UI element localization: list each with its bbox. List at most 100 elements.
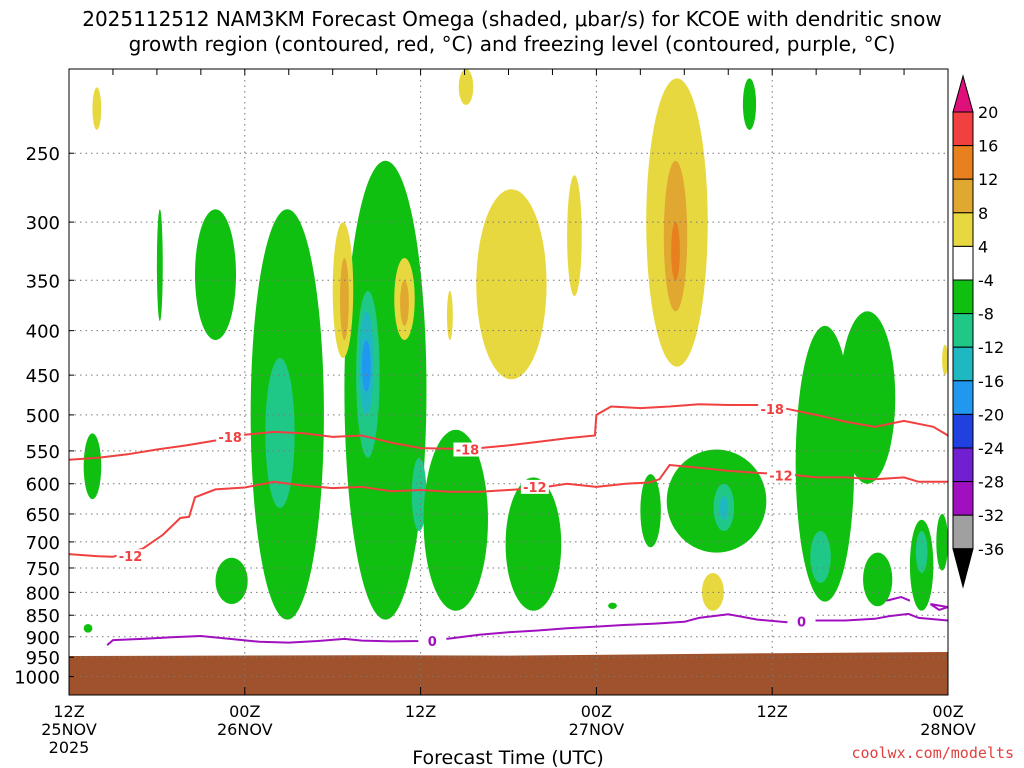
colorbar-level-label: 20 (978, 103, 998, 122)
dgz-minus18-contour-label: -18 (456, 444, 480, 459)
y-tick-label: 850 (26, 606, 60, 627)
dgz-minus12-contour-label: -12 (523, 481, 547, 496)
colorbar-level-label: -36 (978, 540, 1004, 559)
freezing-level-contour-loop-1 (929, 603, 949, 611)
omega-subsidence-upper-left-1 (340, 258, 349, 340)
colorbar-bin (952, 413, 974, 449)
dgz-minus12-contour-label-bg (766, 468, 795, 483)
omega-subsidence-upper-4 (567, 175, 582, 297)
dgz-minus18-contour-label-bg (216, 429, 245, 444)
colorbar-level-label: 4 (978, 237, 988, 256)
y-tick-label: 900 (26, 628, 60, 649)
x-tick-label: 2025 (49, 738, 90, 757)
plot-frame (68, 68, 949, 696)
y-tick-label: 700 (26, 533, 60, 554)
freezing-level-contour-label: 0 (797, 615, 806, 630)
y-tick-label: 800 (26, 583, 60, 604)
x-tick-label: 12Z (53, 702, 84, 721)
colorbar-bin (952, 346, 974, 382)
omega-subsidence-upper-3 (476, 189, 547, 380)
omega-ascent-upper-1 (194, 209, 237, 340)
x-tick-label: 12Z (405, 702, 436, 721)
colorbar-bin (952, 447, 974, 483)
omega-ascent-early-small (83, 433, 102, 500)
y-tick-label: 600 (26, 475, 60, 496)
x-tick-label: 27NOV (569, 720, 625, 739)
colorbar-bin (952, 313, 974, 348)
omega-ascent-edge-right (936, 513, 948, 571)
dgz-minus18-contour-label-bg (453, 442, 482, 457)
omega-ascent-low-1 (215, 557, 248, 604)
colorbar-bin (952, 111, 974, 147)
freezing-level-contour (106, 612, 949, 646)
omega-subsidence-upper-5-peak (671, 222, 680, 281)
contour-layer: -18 -18 -18 -12 -12 -12 0 0 (68, 401, 949, 650)
dgz-minus18-contour-label-bg (758, 401, 787, 416)
x-tick-label: 12Z (757, 702, 788, 721)
omega-ascent-column-4 (505, 477, 562, 611)
colorbar-level-label: -32 (978, 506, 1004, 525)
omega-subsidence-upper-left-2 (400, 280, 409, 326)
omega-very-strong-core (362, 339, 371, 392)
freezing-level-contour-label-bg (418, 633, 447, 648)
x-tick-label: 25NOV (41, 720, 97, 739)
colorbar: 20 16 12 8 4 -4 -8 -12 -16 -20 -24 -28 -32 -36 (952, 74, 1004, 589)
colorbar-level-label: 8 (978, 204, 988, 223)
omega-ascent-dot-2 (608, 602, 617, 609)
freezing-level-contour-loop-0 (886, 595, 911, 602)
y-tick-label: 500 (26, 406, 60, 427)
omega-ascent-column-5 (640, 474, 661, 548)
x-tick-label: 00Z (581, 702, 612, 721)
chart-title-line-1: 2025112512 NAM3KM Forecast Omega (shaded… (82, 7, 942, 31)
colorbar-bin (952, 245, 974, 281)
colorbar-bin (952, 481, 974, 516)
dgz-minus18-contour-label: -18 (760, 403, 784, 418)
y-tick-label: 550 (26, 442, 60, 463)
colorbar-level-label: -20 (978, 405, 1004, 424)
omega-moderate-low-1 (411, 457, 427, 531)
colorbar-level-label: -28 (978, 473, 1004, 492)
y-tick-label: 950 (26, 648, 60, 669)
dgz-minus12-contour-label: -12 (769, 469, 793, 484)
colorbar-level-label: -24 (978, 439, 1004, 458)
x-tick-label: 26NOV (217, 720, 273, 739)
omega-subsidence-right-edge (942, 344, 948, 376)
colorbar-level-label: -4 (978, 271, 994, 290)
colorbar-level-label: 12 (978, 170, 998, 189)
omega-ascent-thin-strip (156, 209, 163, 322)
omega-moderate-column-9 (915, 530, 928, 573)
y-tick-label: 250 (26, 144, 60, 165)
colorbar-bin (952, 279, 974, 315)
omega-subsidence-thin (446, 290, 453, 340)
omega-ascent-column-3 (423, 429, 488, 611)
omega-shading-layer (83, 69, 948, 633)
omega-moderate-column-7 (810, 530, 831, 583)
ground-fill (69, 652, 948, 695)
colorbar-bin (952, 380, 974, 415)
omega-ascent-low-8 (863, 552, 893, 607)
colorbar-bin (952, 178, 974, 214)
y-tick-label: 750 (26, 559, 60, 580)
colorbar-bin (952, 514, 974, 550)
y-tick-label: 350 (26, 271, 60, 292)
ground-layer (69, 652, 948, 695)
dgz-minus12-contour-label-bg (520, 479, 549, 494)
credit-text: coolwx.com/modelts (851, 744, 1014, 762)
y-tick-label: 650 (26, 505, 60, 526)
y-tick-label: 300 (26, 213, 60, 234)
colorbar-bin (952, 145, 974, 180)
omega-ascent-upper-7 (839, 311, 896, 484)
colorbar-level-label: -12 (978, 338, 1004, 357)
colorbar-bottom-arrow (952, 548, 974, 589)
omega-ascent-early-dot (83, 624, 93, 633)
dgz-minus18-contour-label: -18 (218, 431, 242, 446)
colorbar-top-arrow (952, 74, 974, 113)
y-tick-label: 1000 (14, 668, 60, 689)
x-tick-label: 28NOV (920, 720, 976, 739)
omega-ascent-top-right (742, 78, 757, 130)
colorbar-level-label: 16 (978, 137, 998, 156)
y-tick-label: 400 (26, 322, 60, 343)
dgz-minus12-contour-label-bg (116, 549, 145, 564)
colorbar-level-label: -16 (978, 372, 1004, 391)
x-tick-label: 00Z (229, 702, 260, 721)
